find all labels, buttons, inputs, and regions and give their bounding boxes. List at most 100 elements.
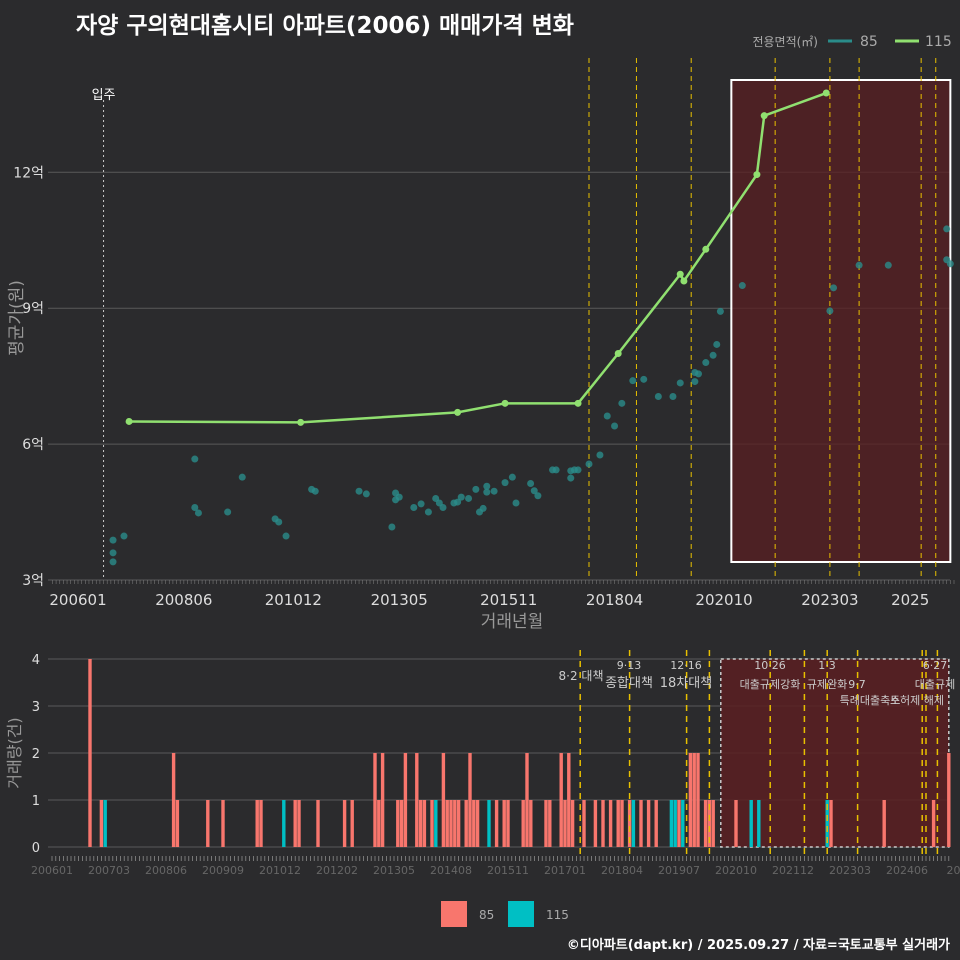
data-point-85 <box>424 508 432 516</box>
bar-115 <box>487 800 491 847</box>
legend-label-85: 85 <box>860 34 878 50</box>
bar-85 <box>931 800 936 847</box>
data-point-85 <box>454 498 462 506</box>
data-point-115 <box>297 418 305 426</box>
bar-85 <box>396 800 400 847</box>
bar-85 <box>654 800 658 847</box>
data-point-85 <box>472 485 480 493</box>
data-point-85 <box>311 487 319 495</box>
data-point-85 <box>826 307 834 315</box>
data-point-115 <box>454 408 462 416</box>
bar-85 <box>380 753 385 847</box>
data-point-85 <box>946 260 954 268</box>
bar-85 <box>688 753 693 847</box>
data-point-85 <box>702 359 710 367</box>
bar-85 <box>563 800 567 847</box>
legend-title: 전용면적(㎡) <box>752 35 818 49</box>
bar-85 <box>472 800 476 847</box>
bar-85 <box>567 753 571 847</box>
data-point-85 <box>552 466 560 474</box>
data-point-85 <box>238 473 246 481</box>
bar-85 <box>418 800 423 847</box>
bar-115 <box>749 800 753 847</box>
data-point-115 <box>501 399 509 407</box>
data-point-85 <box>355 487 363 495</box>
policy-name: 대출규제 <box>915 678 955 691</box>
bar-115 <box>103 800 107 847</box>
x-tick-label: 200806 <box>145 864 187 877</box>
data-point-115 <box>614 350 622 357</box>
data-point-85 <box>676 379 684 387</box>
legend-swatch-115 <box>508 901 534 927</box>
y-axis-title: 거래량(건) <box>5 717 24 788</box>
bar-85 <box>529 800 533 847</box>
y-tick-label: 6억 <box>22 437 44 453</box>
bar-85 <box>707 800 712 847</box>
bar-85 <box>453 800 457 847</box>
x-tick-label: 201012 <box>259 864 301 877</box>
bar-85 <box>544 800 548 847</box>
policy-date: 9·13 <box>617 659 642 672</box>
policy-date: 6·27 <box>923 659 948 672</box>
bar-85 <box>415 753 419 847</box>
policy-name: 종합대책 <box>605 676 653 691</box>
bar-85 <box>521 800 525 847</box>
data-point-85 <box>713 340 721 348</box>
y-tick-label: 12억 <box>13 165 44 181</box>
data-point-85 <box>596 451 604 459</box>
bar-85 <box>570 800 575 847</box>
policy-name: 규제완화 <box>807 678 847 691</box>
data-point-85 <box>388 523 396 531</box>
bar-85 <box>403 753 408 847</box>
x-tick-label: 201305 <box>373 864 415 877</box>
bar-85 <box>293 800 297 847</box>
y-tick-label: 4 <box>32 653 40 668</box>
data-point-85 <box>191 504 199 512</box>
data-point-85 <box>567 474 575 482</box>
data-point-85 <box>275 518 283 526</box>
data-point-85 <box>194 509 202 517</box>
x-tick-label: 200703 <box>88 864 130 877</box>
data-point-85 <box>465 494 473 502</box>
x-tick-label: 201511 <box>480 591 537 609</box>
data-point-85 <box>120 532 128 540</box>
bar-85 <box>639 800 643 847</box>
x-tick-label: 201202 <box>316 864 358 877</box>
data-point-85 <box>585 460 593 468</box>
bar-85 <box>441 753 446 847</box>
data-point-85 <box>479 504 487 512</box>
y-tick-label: 2 <box>32 747 40 762</box>
bar-85 <box>88 659 92 847</box>
data-point-115 <box>125 417 133 425</box>
series-line-115 <box>129 91 827 424</box>
x-tick-label: 2025 <box>891 591 929 609</box>
data-point-115 <box>574 399 582 407</box>
bar-85 <box>221 800 225 847</box>
policy-label: 8·2 대책 <box>559 668 604 683</box>
y-tick-label: 1 <box>32 794 40 809</box>
x-tick-label: 201012 <box>265 591 322 609</box>
data-point-85 <box>501 479 509 487</box>
bar-85 <box>608 800 613 847</box>
footer-credit: ©디아파트(dapt.kr) / 2025.09.27 / 자료=국토교통부 실… <box>566 938 950 953</box>
data-point-85 <box>574 466 582 474</box>
data-point-85 <box>439 504 447 512</box>
policy-date: 12·16 <box>670 659 702 672</box>
policy-name: 대출규제강화 <box>740 678 801 691</box>
legend-swatch-85 <box>441 901 467 927</box>
data-point-115 <box>702 245 710 253</box>
x-tick-label: 202010 <box>695 591 752 609</box>
bar-85 <box>559 753 563 847</box>
data-point-85 <box>109 558 117 566</box>
data-point-85 <box>716 307 724 315</box>
policy-date: 10·26 <box>754 659 786 672</box>
policy-name: 특례대출축소 <box>840 694 901 707</box>
x-tick-label: 201511 <box>487 864 529 877</box>
y-axis-title: 평균가(원) <box>7 280 27 356</box>
data-point-85 <box>603 412 611 420</box>
x-tick-label: 202303 <box>801 591 858 609</box>
data-point-85 <box>884 261 892 269</box>
bar-85 <box>373 753 377 847</box>
data-point-115 <box>760 112 768 120</box>
